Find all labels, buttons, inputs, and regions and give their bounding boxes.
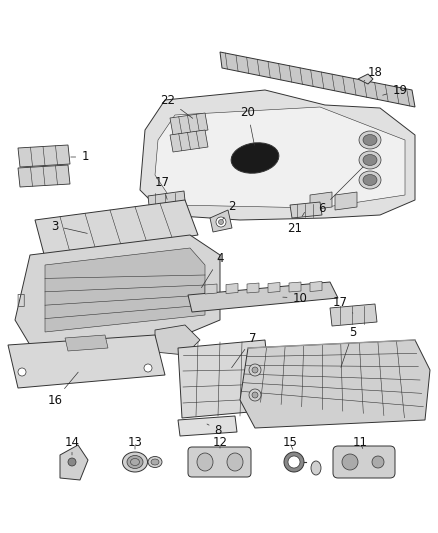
Polygon shape (15, 235, 220, 345)
Polygon shape (310, 281, 322, 292)
Ellipse shape (123, 452, 148, 472)
Text: ⛭: ⛭ (16, 293, 24, 307)
Text: 1: 1 (71, 150, 89, 164)
Polygon shape (18, 165, 70, 187)
Polygon shape (140, 90, 415, 220)
Polygon shape (8, 335, 165, 388)
Text: 13: 13 (127, 437, 142, 449)
Ellipse shape (131, 458, 139, 465)
Text: 4: 4 (201, 252, 224, 288)
Ellipse shape (148, 456, 162, 467)
Text: 3: 3 (51, 220, 87, 233)
Polygon shape (148, 191, 186, 215)
Ellipse shape (197, 453, 213, 471)
Polygon shape (45, 248, 205, 332)
Polygon shape (226, 284, 238, 294)
FancyBboxPatch shape (333, 446, 395, 478)
Polygon shape (310, 192, 332, 210)
Polygon shape (170, 113, 208, 135)
Polygon shape (290, 202, 322, 218)
Text: 18: 18 (364, 66, 382, 81)
Text: 22: 22 (160, 93, 193, 118)
Ellipse shape (252, 367, 258, 373)
Text: 17: 17 (155, 176, 170, 199)
Text: 21: 21 (287, 212, 304, 235)
Ellipse shape (359, 171, 381, 189)
Ellipse shape (372, 456, 384, 468)
Text: 7: 7 (232, 332, 257, 368)
Text: 17: 17 (332, 295, 353, 313)
Polygon shape (268, 282, 280, 293)
Polygon shape (155, 325, 200, 355)
Polygon shape (65, 335, 108, 351)
Polygon shape (289, 282, 301, 292)
Ellipse shape (359, 131, 381, 149)
Ellipse shape (216, 217, 226, 227)
Text: 16: 16 (47, 372, 78, 407)
Text: 8: 8 (207, 424, 222, 437)
Text: 20: 20 (240, 107, 255, 146)
Polygon shape (247, 283, 259, 293)
Polygon shape (170, 130, 208, 152)
Polygon shape (210, 210, 232, 232)
Text: 12: 12 (212, 437, 227, 449)
Ellipse shape (219, 220, 223, 224)
Ellipse shape (249, 364, 261, 376)
Polygon shape (358, 74, 373, 84)
Ellipse shape (68, 458, 76, 466)
Polygon shape (178, 340, 272, 418)
Polygon shape (178, 416, 237, 436)
Ellipse shape (231, 143, 279, 173)
Polygon shape (220, 52, 415, 107)
Ellipse shape (18, 368, 26, 376)
Ellipse shape (151, 459, 159, 465)
Text: 6: 6 (318, 167, 363, 214)
Text: 2: 2 (223, 199, 236, 220)
Polygon shape (188, 282, 338, 312)
Polygon shape (35, 200, 198, 258)
Polygon shape (18, 145, 70, 167)
Ellipse shape (363, 174, 377, 185)
Ellipse shape (363, 155, 377, 166)
Text: 14: 14 (64, 437, 80, 455)
Polygon shape (330, 304, 377, 326)
Ellipse shape (288, 456, 300, 468)
FancyBboxPatch shape (188, 447, 251, 477)
Text: 15: 15 (283, 437, 297, 449)
Polygon shape (335, 192, 357, 210)
Ellipse shape (311, 461, 321, 475)
Ellipse shape (363, 134, 377, 146)
Polygon shape (60, 445, 88, 480)
Polygon shape (155, 107, 405, 208)
Polygon shape (205, 284, 217, 294)
Ellipse shape (249, 389, 261, 401)
Ellipse shape (227, 453, 243, 471)
Ellipse shape (144, 364, 152, 372)
Text: 10: 10 (283, 292, 307, 304)
Text: 5: 5 (341, 326, 357, 367)
Ellipse shape (359, 151, 381, 169)
Ellipse shape (252, 392, 258, 398)
Ellipse shape (127, 456, 143, 469)
Polygon shape (240, 340, 430, 428)
Ellipse shape (284, 452, 304, 472)
Ellipse shape (342, 454, 358, 470)
Text: 19: 19 (383, 84, 407, 96)
Text: 11: 11 (353, 437, 367, 449)
